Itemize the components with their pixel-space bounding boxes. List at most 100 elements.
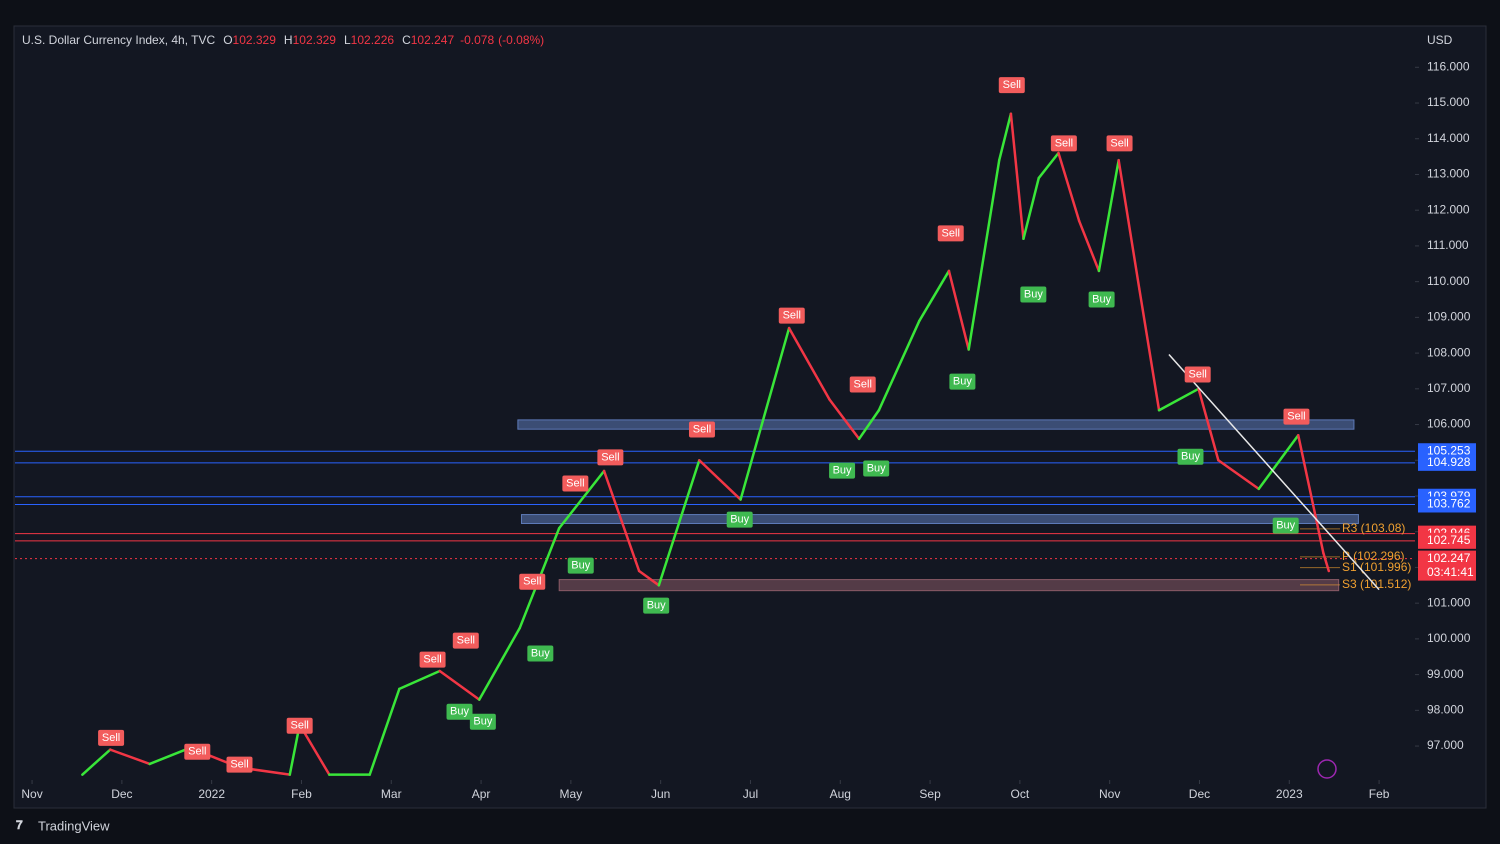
signal-badge: [849, 376, 876, 393]
zone: [517, 419, 1355, 430]
signal-badge: [446, 703, 473, 720]
signal-badge: [1050, 135, 1077, 152]
y-tick-label: 111.000: [1427, 238, 1469, 252]
price-segment: [1057, 151, 1081, 223]
price-segment: [787, 326, 831, 401]
ohlc-label: H: [284, 33, 293, 47]
price-tag-label: 105.253: [1427, 443, 1471, 457]
price-segment: [1138, 287, 1161, 412]
x-tick-label: Nov: [1099, 787, 1120, 801]
signal-badge: [452, 632, 479, 649]
signal-badge: [1106, 135, 1133, 152]
signal-label: Buy: [867, 462, 886, 474]
price-segment: [1077, 219, 1101, 273]
signal-badge: [1020, 286, 1047, 303]
price-segment: [1217, 459, 1260, 491]
x-tick-label: Apr: [472, 787, 491, 801]
price-tag: [1418, 496, 1476, 513]
signal-badge: [726, 511, 753, 528]
zone: [558, 579, 1340, 592]
signal-label: Sell: [1110, 137, 1128, 149]
signal-badge: [998, 77, 1025, 94]
x-tick-label: Sep: [919, 787, 941, 801]
y-tick-label: 98.000: [1427, 703, 1464, 717]
price-segment: [1037, 151, 1060, 180]
signal-badge: [863, 460, 890, 477]
signal-label: Sell: [423, 654, 441, 666]
signal-label: Buy: [473, 716, 492, 728]
zone: [520, 514, 1359, 524]
signal-label: Sell: [854, 378, 872, 390]
signal-label: Sell: [290, 720, 308, 732]
header: U.S. Dollar Currency Index, 4h, TVC O102.…: [22, 33, 544, 47]
ohlc-value: 102.329: [293, 33, 337, 47]
price-segment: [637, 569, 661, 587]
signal-label: Buy: [647, 600, 666, 612]
price-segment: [557, 469, 606, 530]
x-tick-label: Dec: [111, 787, 132, 801]
price-segment: [1257, 434, 1300, 491]
x-tick-label: Mar: [381, 787, 402, 801]
x-tick-label: 2023: [1276, 787, 1303, 801]
price-segment: [398, 669, 442, 691]
y-tick-label: 115.000: [1427, 95, 1470, 109]
signal-badge: [286, 717, 313, 734]
signal-badge: [469, 713, 496, 730]
y-tick-label: 110.000: [1427, 274, 1470, 288]
price-segment: [698, 459, 742, 501]
signal-badge: [937, 225, 964, 242]
price-segment: [657, 459, 701, 587]
signal-label: Buy: [1092, 293, 1111, 305]
signal-badge: [1283, 408, 1310, 425]
signal-badge: [1088, 291, 1115, 308]
signal-badge: [688, 421, 715, 438]
signal-label: Sell: [566, 477, 584, 489]
logo-mark: 𝟕: [16, 818, 23, 832]
signal-label: Sell: [693, 423, 711, 435]
signal-badge: [98, 729, 125, 746]
change: -0.078: [460, 33, 494, 47]
signal-label: Sell: [523, 576, 541, 588]
price-segment: [1009, 112, 1025, 241]
price-segment: [1322, 551, 1331, 573]
signal-label: Sell: [188, 746, 206, 758]
signal-label: Sell: [230, 759, 248, 771]
price-segment: [1022, 176, 1040, 241]
alert-icon[interactable]: [1317, 759, 1337, 779]
price-tag-label: 102.745: [1427, 533, 1471, 547]
price-tag-label: 104.928: [1427, 455, 1471, 469]
header-text: U.S. Dollar Currency Index, 4h, TVC O102.…: [22, 33, 544, 47]
change-pct: (-0.08%): [498, 33, 544, 47]
x-tick-label: Feb: [291, 787, 312, 801]
signal-label: Buy: [1181, 451, 1200, 463]
price-segment: [1297, 434, 1325, 555]
signal-badge: [643, 597, 670, 614]
y-tick-label: 101.000: [1427, 595, 1471, 609]
price-tag-label: 102.247: [1427, 551, 1471, 565]
signal-label: Buy: [450, 706, 469, 718]
price-segment: [438, 669, 481, 701]
signal-label: Sell: [942, 227, 960, 239]
price-tag-label: 103.762: [1427, 497, 1471, 511]
signal-label: Buy: [1276, 520, 1295, 532]
price-segment: [1157, 387, 1200, 412]
y-tick-label: 99.000: [1427, 667, 1464, 681]
signal-label: Sell: [1287, 411, 1305, 423]
signal-badge: [829, 462, 856, 479]
price-segment: [1117, 158, 1141, 291]
x-tick-label: Aug: [830, 787, 851, 801]
pivot-label: P (102.296): [1342, 549, 1405, 563]
price-segment: [997, 112, 1013, 162]
signal-label: Buy: [833, 465, 852, 477]
y-tick-label: 113.000: [1427, 167, 1470, 181]
signal-badge: [567, 557, 594, 574]
signal-label: Buy: [730, 513, 749, 525]
signal-label: Sell: [783, 309, 801, 321]
y-tick-label: 100.000: [1427, 631, 1471, 645]
signal-badge: [562, 475, 589, 492]
signal-label: Sell: [102, 732, 120, 744]
trendline: [1168, 354, 1380, 591]
y-tick-label: 114.000: [1427, 131, 1470, 145]
signal-badge: [1184, 366, 1211, 383]
